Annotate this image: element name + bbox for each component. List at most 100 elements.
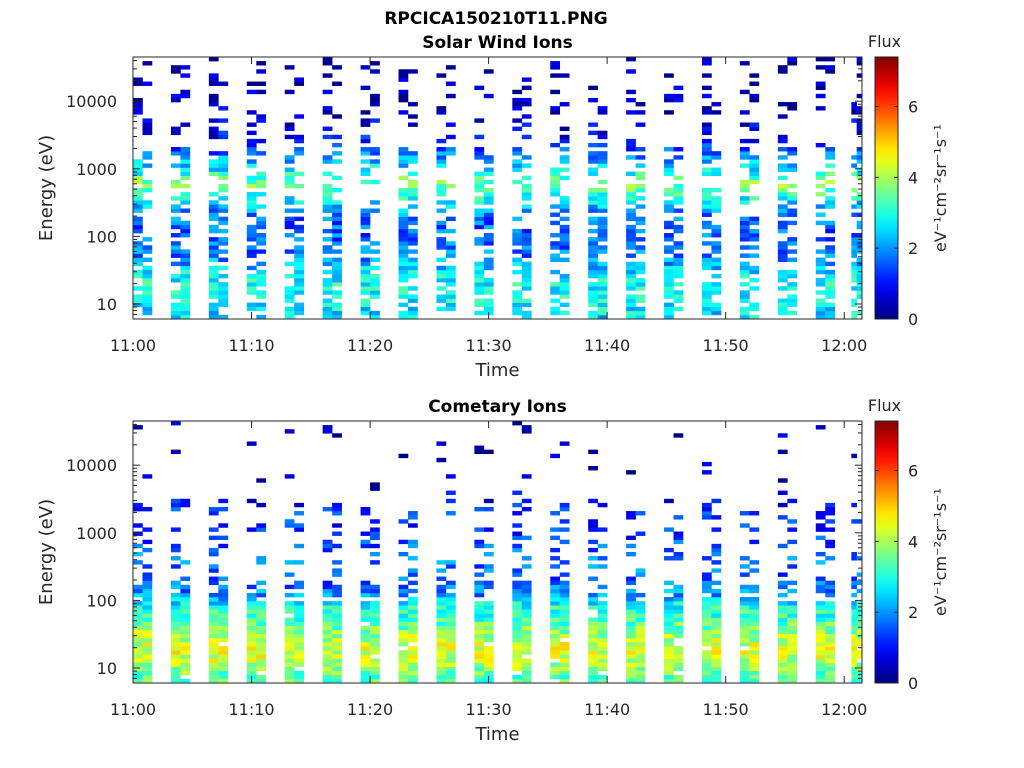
flux-cell	[512, 257, 523, 262]
flux-cell	[701, 294, 712, 299]
flux-cell	[701, 650, 712, 655]
flux-cell	[294, 625, 304, 631]
flux-cell	[673, 224, 684, 230]
flux-cell	[483, 237, 494, 242]
flux-cell	[597, 601, 608, 606]
flux-cell	[370, 179, 380, 185]
flux-cell	[851, 650, 857, 655]
flux-cell	[559, 228, 570, 234]
flux-cell	[208, 159, 219, 164]
flux-cell	[133, 110, 143, 115]
flux-cell	[445, 65, 456, 70]
flux-cell	[370, 617, 380, 622]
flux-cell	[256, 629, 267, 635]
flux-cell	[701, 155, 712, 160]
flux-cell	[521, 77, 532, 82]
flux-cell	[322, 425, 333, 430]
flux-cell	[701, 224, 712, 230]
flux-cell	[550, 511, 561, 516]
flux-cell	[664, 625, 674, 631]
flux-cell	[550, 73, 561, 78]
flux-cell	[142, 155, 153, 160]
flux-cell	[749, 269, 760, 275]
flux-cell	[133, 605, 143, 610]
flux-cell	[370, 637, 380, 643]
flux-cell	[856, 625, 863, 631]
flux-cell	[749, 654, 760, 659]
flux-cell	[322, 302, 333, 308]
flux-cell	[777, 302, 788, 308]
flux-cell	[360, 216, 371, 222]
flux-cell	[673, 306, 684, 312]
flux-cell	[208, 650, 219, 655]
flux-cell	[398, 637, 409, 643]
flux-cell	[588, 171, 598, 177]
flux-cell	[777, 192, 788, 197]
flux-cell	[398, 605, 409, 610]
flux-cell	[208, 216, 219, 222]
flux-cell	[597, 110, 608, 115]
flux-cell	[512, 159, 523, 164]
flux-cell	[360, 511, 371, 516]
flux-cell	[322, 134, 333, 140]
flux-cell	[626, 298, 636, 303]
flux-cell	[851, 584, 857, 590]
flux-cell	[332, 560, 342, 565]
flux-cell	[673, 433, 684, 438]
flux-cell	[673, 228, 684, 234]
flux-cell	[370, 670, 380, 676]
flux-cell	[483, 629, 494, 635]
flux-cell	[474, 147, 485, 152]
flux-cell	[445, 654, 456, 659]
flux-cell	[521, 556, 532, 561]
flux-cell	[436, 576, 447, 581]
flux-cell	[673, 245, 684, 250]
flux-cell	[550, 625, 561, 631]
flux-cell	[322, 126, 333, 131]
flux-cell	[626, 629, 636, 635]
x-axis-label: Time	[474, 724, 519, 745]
flux-cell	[436, 73, 447, 78]
flux-cell	[408, 539, 418, 545]
flux-cell	[398, 249, 409, 254]
flux-cell	[550, 241, 561, 246]
flux-cell	[851, 110, 857, 115]
flux-cell	[559, 302, 570, 308]
flux-cell	[559, 629, 570, 635]
flux-cell	[360, 286, 371, 291]
flux-cell	[626, 155, 636, 160]
flux-cell	[483, 290, 494, 295]
flux-cell	[170, 543, 181, 549]
flux-cell	[512, 613, 523, 618]
flux-cell	[208, 633, 219, 639]
flux-cell	[294, 605, 304, 610]
flux-cell	[512, 547, 523, 553]
flux-cell	[597, 273, 608, 279]
flux-cell	[597, 564, 608, 569]
flux-cell	[701, 613, 712, 618]
flux-cell	[218, 658, 229, 663]
flux-cell	[208, 642, 219, 647]
flux-cell	[322, 188, 333, 193]
flux-cell	[777, 654, 788, 659]
flux-cell	[218, 237, 229, 242]
flux-cell	[749, 597, 760, 602]
flux-cell	[856, 155, 863, 160]
flux-cell	[284, 310, 295, 316]
flux-cell	[483, 568, 494, 573]
flux-cell	[711, 633, 722, 639]
flux-cell	[180, 151, 191, 156]
flux-cell	[787, 605, 798, 610]
flux-cell	[436, 228, 447, 234]
flux-cell	[360, 629, 371, 635]
flux-cell	[626, 233, 636, 238]
flux-cell	[208, 81, 219, 86]
flux-cell	[445, 658, 456, 663]
flux-cell	[701, 200, 712, 205]
flux-cell	[133, 662, 143, 667]
flux-cell	[370, 674, 380, 680]
flux-cell	[550, 642, 561, 647]
flux-cell	[246, 204, 257, 209]
flux-cell	[856, 278, 863, 283]
flux-cell	[398, 678, 409, 684]
